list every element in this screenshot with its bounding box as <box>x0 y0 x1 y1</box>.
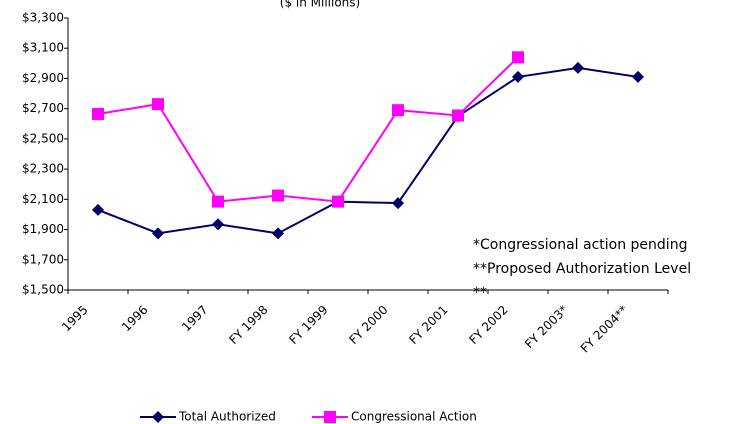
y-tick-label: $2,300 <box>22 162 64 176</box>
marker <box>152 227 164 240</box>
legend-marker <box>152 411 164 423</box>
marker <box>512 70 524 83</box>
legend-marker <box>324 411 336 423</box>
y-tick-label: $1,700 <box>22 252 64 266</box>
annotation: **Proposed Authorization Level <box>473 261 691 277</box>
x-tick-label: FY 1998 <box>226 303 270 347</box>
legend-label: Total Authorized <box>178 410 276 424</box>
marker <box>632 70 644 83</box>
x-tick-label: FY 2004** <box>578 303 631 356</box>
x-tick-label: FY 2001 <box>406 303 450 347</box>
marker <box>272 227 284 240</box>
marker <box>332 195 344 208</box>
y-tick-label: $3,300 <box>22 11 64 25</box>
legend-label: Congressional Action <box>351 410 477 424</box>
x-tick-label: FY 1999 <box>286 303 330 347</box>
chart-subtitle: ($ in Millions) <box>280 0 360 10</box>
marker <box>512 51 524 64</box>
y-tick-label: $2,700 <box>22 101 64 115</box>
x-tick-label: FY 2000 <box>346 303 390 347</box>
marker <box>212 218 224 231</box>
marker <box>572 61 584 74</box>
y-tick-label: $1,500 <box>22 283 64 297</box>
annotation: *Congressional action pending <box>473 237 687 253</box>
x-tick-label: FY 2002 <box>466 303 510 347</box>
marker <box>92 203 104 216</box>
marker <box>272 189 284 202</box>
x-tick-label: 1996 <box>119 303 150 334</box>
y-tick-label: $2,900 <box>22 71 64 85</box>
series-line <box>97 66 639 235</box>
marker <box>212 195 224 208</box>
marker <box>452 109 464 122</box>
series-line <box>97 56 519 203</box>
y-tick-label: $2,100 <box>22 192 64 206</box>
y-tick-label: $1,900 <box>22 222 64 236</box>
annotation: ** <box>473 285 487 301</box>
marker <box>92 107 104 120</box>
x-tick-label: 1995 <box>59 303 90 334</box>
marker <box>392 104 404 117</box>
x-tick-label: FY 2003* <box>522 303 571 352</box>
y-tick-label: $2,500 <box>22 131 64 145</box>
marker <box>392 197 404 210</box>
x-tick-label: 1997 <box>179 303 210 334</box>
marker <box>152 98 164 111</box>
y-tick-label: $3,100 <box>22 41 64 55</box>
